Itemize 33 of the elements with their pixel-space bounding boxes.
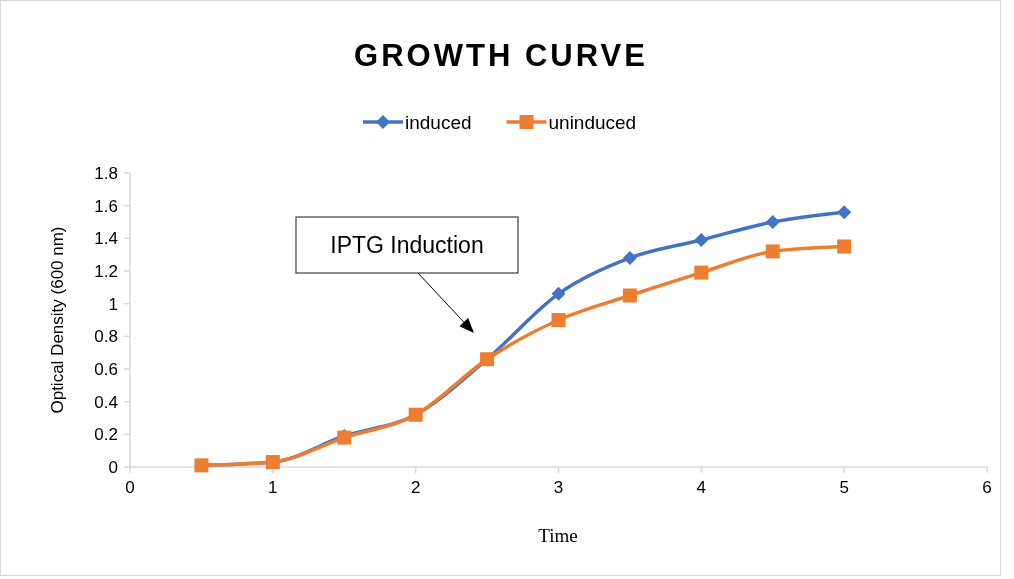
point: [551, 286, 566, 301]
x-tick-label: 6: [982, 478, 992, 497]
x-tick-label: 4: [696, 478, 707, 497]
x-tick-label: 5: [839, 478, 849, 497]
point: [694, 265, 709, 280]
point: [837, 239, 852, 254]
point: [622, 288, 637, 303]
y-tick-label: 1.8: [94, 163, 118, 183]
y-tick-label: 0: [108, 457, 118, 477]
legend-label: uninduced: [548, 111, 637, 133]
x-tick-label: 3: [553, 478, 564, 497]
x-tick-label: 1: [268, 478, 278, 497]
y-axis-title: Optical Density (600 nm): [48, 226, 67, 414]
point: [765, 215, 780, 229]
point: [622, 250, 637, 265]
x-axis-title: Time: [538, 525, 578, 546]
y-tick-label: 0.6: [94, 359, 118, 379]
annotation: IPTG Induction: [330, 232, 484, 259]
y-tick-label: 1: [108, 294, 118, 314]
point: [765, 244, 780, 259]
point: [551, 313, 566, 327]
legend-label: induced: [405, 111, 472, 133]
x-tick-label: 2: [410, 478, 421, 497]
y-tick-label: 0.8: [94, 327, 118, 347]
y-tick-label: 0.4: [94, 392, 118, 412]
y-tick-label: 1.2: [94, 261, 118, 281]
point: [694, 232, 709, 247]
point: [837, 205, 852, 220]
y-tick-label: 1.6: [94, 196, 118, 216]
chart-title: GROWTH CURVE: [354, 38, 648, 73]
y-tick-label: 1.4: [94, 229, 118, 249]
x-tick-label: 0: [125, 478, 135, 497]
y-tick-label: 0.2: [94, 425, 118, 445]
